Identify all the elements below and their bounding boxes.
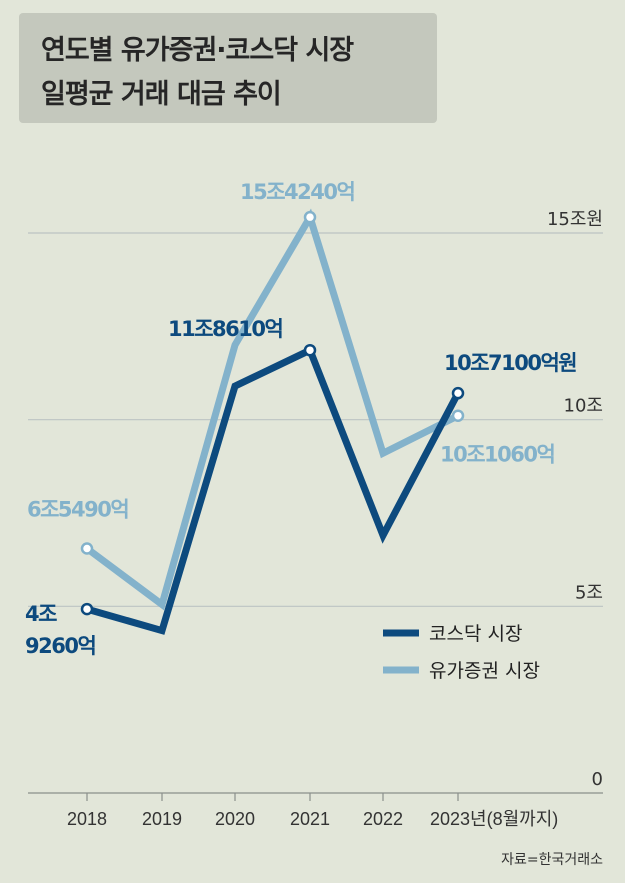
series-line-kospi — [84, 208, 460, 611]
x-tick-label: 2019 — [142, 809, 182, 829]
data-point-marker — [303, 210, 317, 224]
data-label: 4조 — [25, 602, 57, 626]
data-label: 11조8610억 — [168, 317, 282, 341]
x-tick-label: 2020 — [215, 809, 255, 829]
data-label: 6조5490억 — [27, 498, 128, 522]
data-point-marker — [303, 343, 317, 357]
x-tick-label: 2023년(8월까지) — [430, 809, 558, 829]
data-label: 10조7100억원 — [444, 351, 576, 375]
data-point-marker — [80, 542, 94, 555]
data-label: 15조4240억 — [240, 180, 354, 204]
data-point-marker — [451, 409, 465, 422]
series-line-kosdaq — [86, 345, 462, 635]
y-tick-label: 5조 — [575, 582, 603, 603]
data-point-marker — [451, 386, 465, 400]
data-point-marker — [80, 602, 94, 616]
chart-title-line1: 연도별 유가증권·코스닥 시장 — [41, 35, 354, 66]
y-tick-label: 0 — [592, 769, 603, 790]
chart-title-line2: 일평균 거래 대금 추이 — [41, 79, 282, 110]
legend-label: 유가증권 시장 — [429, 660, 540, 682]
x-tick-label: 2021 — [290, 809, 330, 829]
data-label: 9260억 — [25, 634, 95, 658]
x-tick-label: 2018 — [67, 809, 107, 829]
title-box: 연도별 유가증권·코스닥 시장 일평균 거래 대금 추이 — [19, 13, 437, 123]
y-tick-label: 15조원 — [547, 209, 603, 230]
y-tick-label: 10조 — [564, 396, 603, 417]
x-tick-label: 2022 — [363, 809, 403, 829]
legend-label: 코스닥 시장 — [429, 623, 522, 645]
source-note: 자료=한국거래소 — [501, 852, 603, 868]
data-label: 10조1060억 — [440, 443, 554, 467]
